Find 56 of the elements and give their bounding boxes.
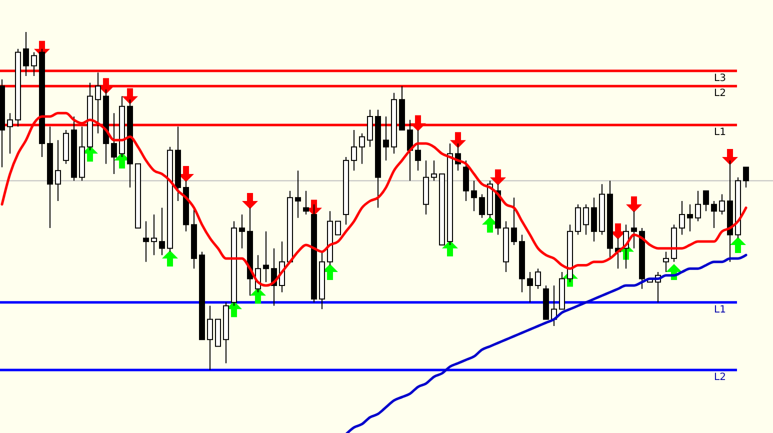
- candlestick: [303, 190, 309, 216]
- candlestick: [111, 112, 117, 174]
- ref-line-label: L1: [714, 304, 726, 316]
- point: [122, 88, 138, 104]
- point: [730, 236, 746, 253]
- point: [490, 169, 506, 186]
- candlestick: [383, 116, 389, 161]
- candlestick: [687, 204, 693, 232]
- candlestick: [743, 166, 749, 188]
- candlestick: [159, 207, 165, 256]
- candlestick: [431, 160, 437, 182]
- candlestick: [703, 190, 709, 212]
- candlestick: [631, 210, 637, 249]
- candlestick: [527, 271, 533, 303]
- point: [722, 149, 738, 166]
- candlestick: [479, 194, 485, 218]
- candlestick: [7, 112, 13, 154]
- candlestick: [207, 305, 213, 370]
- candlestick: [719, 194, 725, 216]
- candlestick: [31, 52, 37, 76]
- candlestick: [335, 220, 341, 236]
- candlestick: [239, 214, 245, 249]
- candlestick: [295, 170, 301, 218]
- candlestick: [367, 109, 373, 148]
- candlestick: [511, 197, 517, 246]
- candlestick: [471, 180, 477, 212]
- point: [242, 193, 258, 209]
- point: [250, 288, 266, 304]
- point: [410, 115, 426, 132]
- candlestick: [143, 220, 149, 262]
- candlestick: [23, 32, 29, 76]
- candlestick: [663, 251, 669, 272]
- point: [442, 240, 458, 256]
- ref-line-label: L3: [714, 72, 726, 84]
- ref-line-label: L2: [714, 372, 726, 383]
- candlestick: [535, 268, 541, 290]
- ref-line-label: L2: [714, 88, 726, 100]
- ref-line-label: L1: [714, 126, 726, 138]
- candlestick: [55, 140, 61, 202]
- candlestick: [263, 230, 269, 283]
- point: [450, 132, 466, 148]
- candlestick: [415, 130, 421, 172]
- candlestick: [695, 190, 701, 222]
- candlestick: [95, 72, 101, 134]
- candlestick: [583, 204, 589, 236]
- candlestick: [591, 197, 597, 242]
- candlestick: [359, 132, 365, 164]
- candlestick: [351, 130, 357, 172]
- candlestick: [711, 200, 717, 229]
- candlestick: [463, 160, 469, 202]
- candlestick: [679, 200, 685, 236]
- candlestick: [151, 214, 157, 256]
- point: [626, 196, 642, 212]
- point: [162, 250, 178, 266]
- candlestick: [575, 204, 581, 236]
- candlestick: [407, 119, 413, 182]
